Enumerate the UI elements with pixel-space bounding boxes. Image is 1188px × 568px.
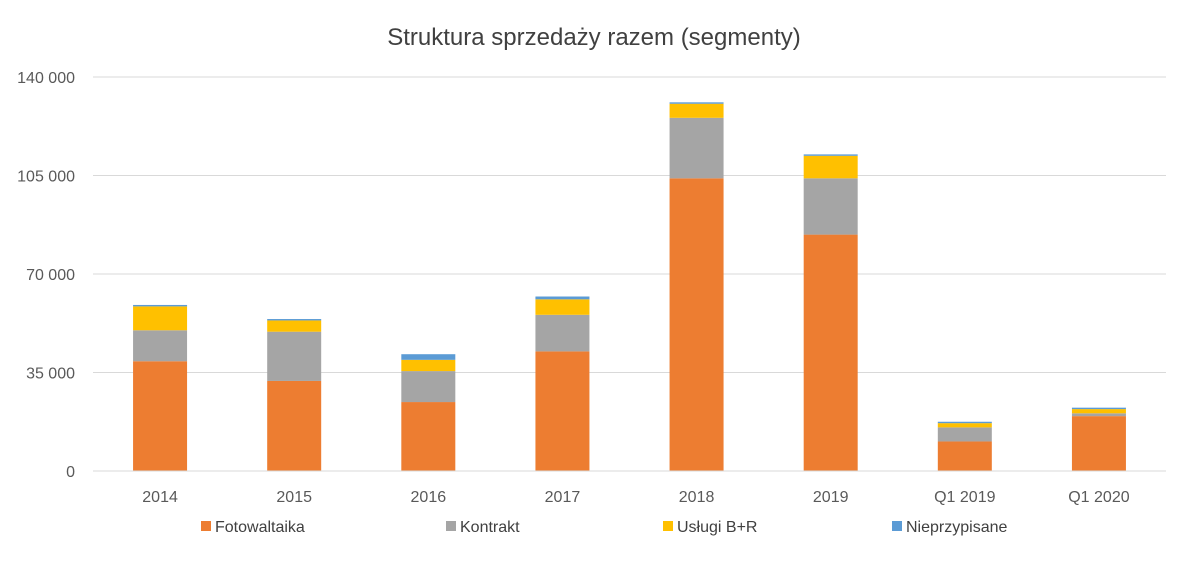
y-tick-label: 35 000 bbox=[26, 366, 75, 383]
legend-swatch bbox=[663, 521, 673, 531]
bar-segment-fotowaltaika-q1-2020 bbox=[1071, 416, 1126, 471]
bar-segment-fotowaltaika-q1-2019 bbox=[937, 441, 992, 471]
bar-segment-nieprzypisane-2017 bbox=[535, 296, 590, 300]
bar-segment-nieprzypisane-2016 bbox=[401, 354, 456, 360]
bar-segment-kontrakt-2018 bbox=[669, 117, 724, 179]
legend-item: Usługi B+R bbox=[663, 519, 757, 536]
bar-segment-us-ugi-b-r-2017 bbox=[535, 299, 590, 315]
chart-title: Struktura sprzedaży razem (segmenty) bbox=[387, 24, 800, 51]
bar-segment-nieprzypisane-2018 bbox=[669, 102, 724, 104]
legend-swatch bbox=[201, 521, 211, 531]
x-tick-label: 2016 bbox=[411, 489, 447, 506]
x-tick-label: 2014 bbox=[142, 489, 178, 506]
bar-segment-kontrakt-q1-2019 bbox=[937, 427, 992, 442]
legend-item: Nieprzypisane bbox=[892, 519, 1007, 536]
bar-segment-nieprzypisane-2014 bbox=[133, 304, 188, 307]
legend-item: Fotowaltaika bbox=[201, 519, 305, 536]
bar-segment-us-ugi-b-r-2015 bbox=[267, 320, 322, 332]
y-tick-label: 0 bbox=[66, 464, 75, 481]
bar-segment-kontrakt-q1-2020 bbox=[1071, 413, 1126, 417]
bar-segment-kontrakt-2016 bbox=[401, 371, 456, 403]
bar-segment-us-ugi-b-r-q1-2019 bbox=[937, 423, 992, 428]
bar-segment-kontrakt-2014 bbox=[133, 330, 188, 362]
legend-label: Kontrakt bbox=[460, 519, 520, 536]
bar-segment-nieprzypisane-2015 bbox=[267, 319, 322, 321]
x-tick-label: 2019 bbox=[813, 489, 849, 506]
legend-label: Usługi B+R bbox=[677, 519, 757, 536]
bar-segment-fotowaltaika-2016 bbox=[401, 402, 456, 471]
legend-label: Nieprzypisane bbox=[906, 519, 1007, 536]
bar-segment-fotowaltaika-2019 bbox=[803, 234, 858, 471]
legend-swatch bbox=[446, 521, 456, 531]
bar-segment-us-ugi-b-r-q1-2020 bbox=[1071, 409, 1126, 414]
y-tick-label: 105 000 bbox=[17, 169, 75, 186]
legend-item: Kontrakt bbox=[446, 519, 520, 536]
bar-segment-us-ugi-b-r-2018 bbox=[669, 103, 724, 118]
bar-segment-kontrakt-2017 bbox=[535, 314, 590, 352]
legend-label: Fotowaltaika bbox=[215, 519, 305, 536]
bar-segment-fotowaltaika-2015 bbox=[267, 380, 322, 471]
gridlines bbox=[93, 76, 1166, 373]
x-tick-label: Q1 2020 bbox=[1068, 489, 1129, 506]
bar-segment-fotowaltaika-2017 bbox=[535, 351, 590, 471]
x-tick-label: 2015 bbox=[276, 489, 312, 506]
bar-segment-fotowaltaika-2014 bbox=[133, 361, 188, 471]
legend: Fotowaltaika Kontrakt Usługi B+R Nieprzypis… bbox=[201, 519, 1007, 536]
bar-segment-us-ugi-b-r-2019 bbox=[803, 155, 858, 179]
bar-segment-kontrakt-2019 bbox=[803, 178, 858, 235]
bar-segment-fotowaltaika-2018 bbox=[669, 178, 724, 472]
bar-segment-nieprzypisane-q1-2020 bbox=[1071, 407, 1126, 410]
x-tick-label: 2017 bbox=[545, 489, 581, 506]
bar-segment-us-ugi-b-r-2014 bbox=[133, 306, 188, 331]
bars bbox=[133, 102, 1126, 472]
legend-swatch bbox=[892, 521, 902, 531]
bar-segment-nieprzypisane-q1-2019 bbox=[937, 421, 992, 424]
y-tick-label: 70 000 bbox=[26, 267, 75, 284]
bar-segment-us-ugi-b-r-2016 bbox=[401, 359, 456, 372]
y-axis-tick-labels: 0 35 000 70 000 105 000 140 000 bbox=[17, 70, 75, 481]
x-axis-tick-labels: 2014 2015 2016 2017 2018 2019 Q1 2019 Q1 2020 bbox=[142, 489, 1129, 506]
bar-segment-nieprzypisane-2019 bbox=[803, 154, 858, 156]
y-tick-label: 140 000 bbox=[17, 70, 75, 87]
x-tick-label: 2018 bbox=[679, 489, 715, 506]
x-tick-label: Q1 2019 bbox=[934, 489, 995, 506]
bar-segment-kontrakt-2015 bbox=[267, 331, 322, 381]
